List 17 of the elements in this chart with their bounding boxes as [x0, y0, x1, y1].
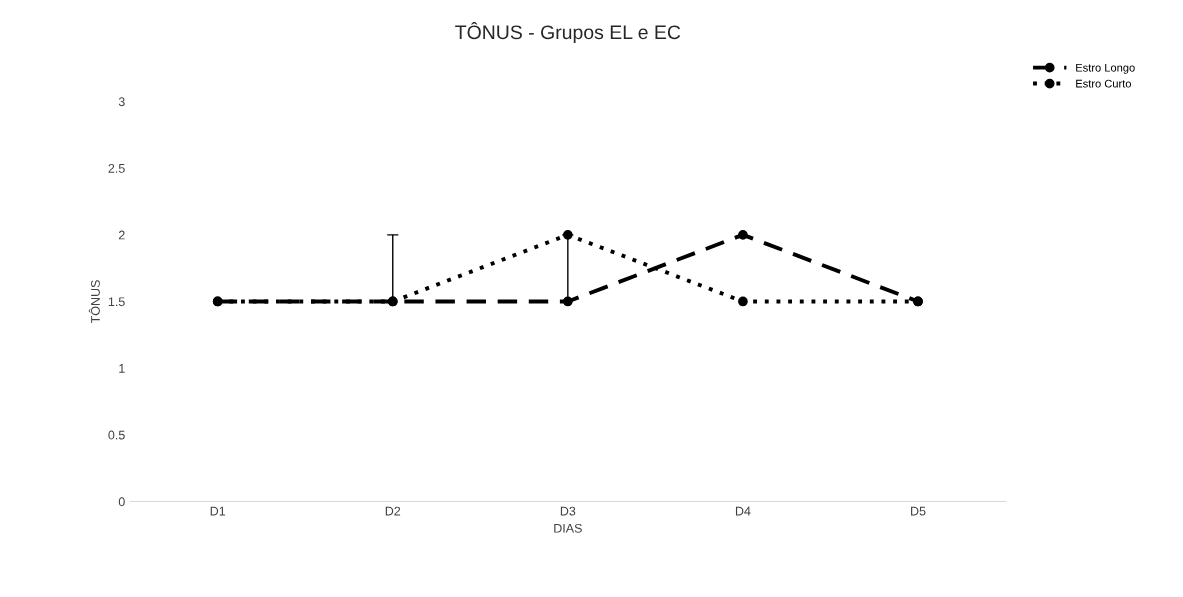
x-tick-label: D4: [735, 506, 751, 516]
chart-title: TÔNUS - Grupos EL e EC: [455, 21, 681, 44]
y-tick-label: 2: [118, 230, 125, 240]
y-axis-title: TÔNUS: [88, 280, 100, 324]
y-tick-label: 1.5: [108, 297, 125, 307]
x-tick-label: D1: [210, 506, 226, 516]
x-tick-label: D3: [560, 506, 576, 516]
legend-label: Estro Longo: [1076, 63, 1135, 74]
y-tick-label: 3: [118, 97, 125, 107]
y-tick-label: 1: [119, 364, 125, 373]
y-tick-label: 0.5: [108, 430, 125, 440]
x-axis-title: DIAS: [554, 523, 582, 533]
y-tick-label: 2.5: [108, 163, 125, 173]
x-tick-label: D5: [911, 506, 926, 516]
legend-label: Estro Curto: [1076, 79, 1132, 88]
y-tick-label: 0: [118, 497, 125, 507]
x-tick-label: D2: [385, 506, 401, 516]
